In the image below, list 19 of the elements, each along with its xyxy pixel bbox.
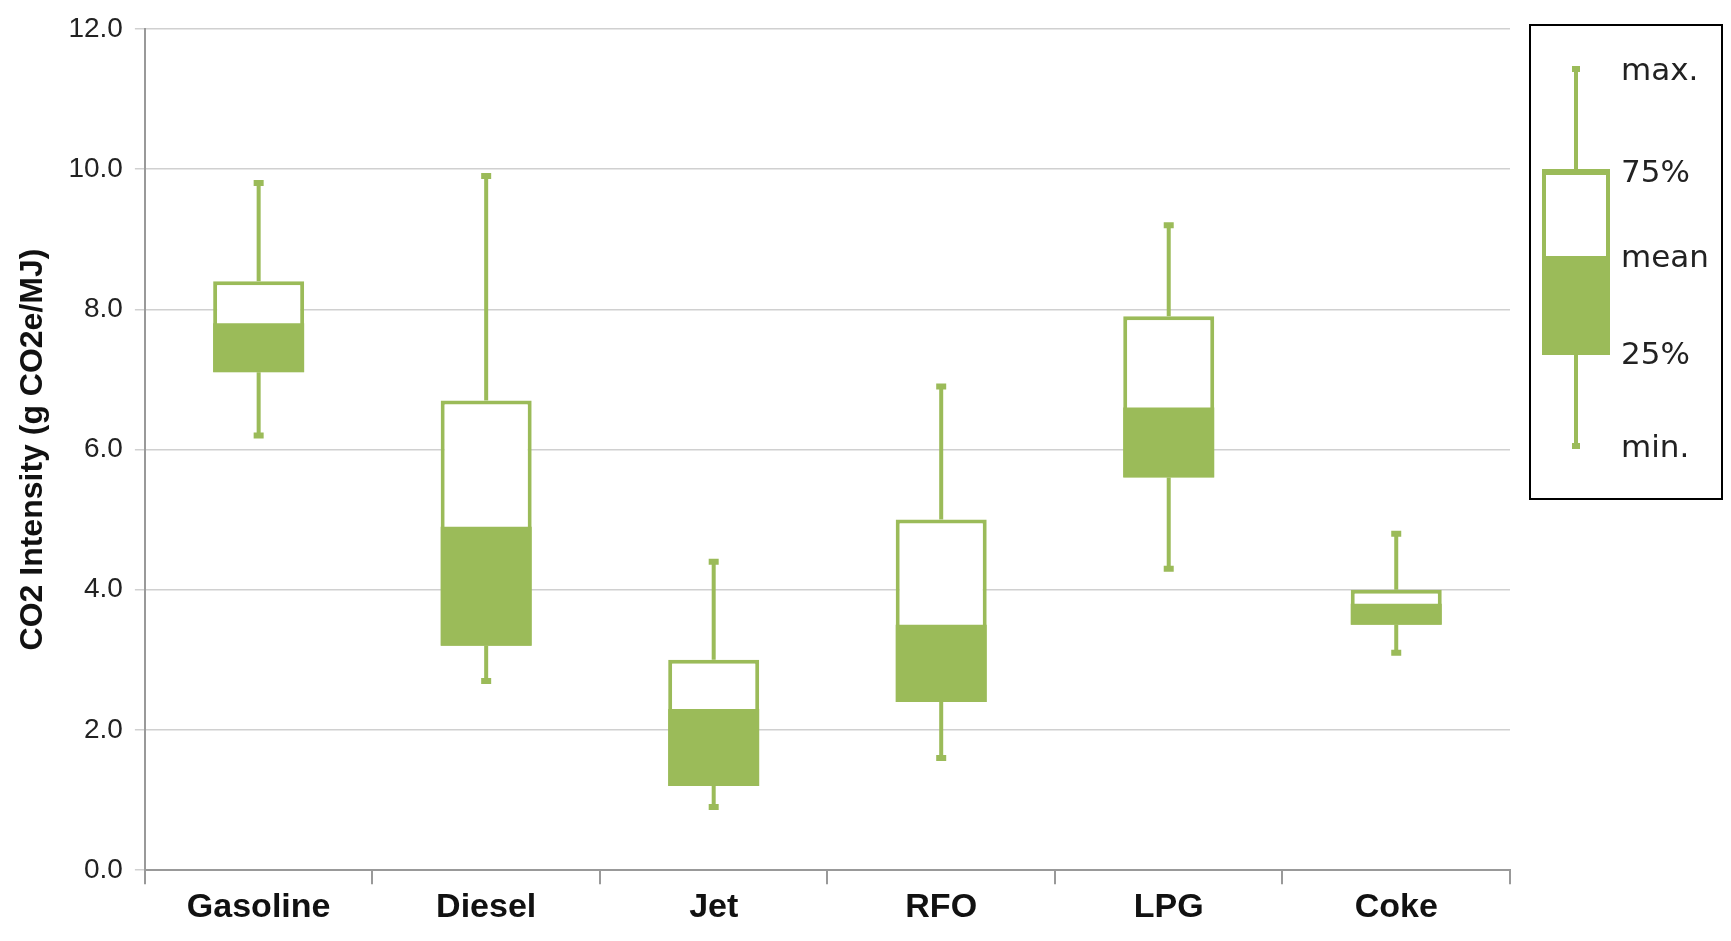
text: max. [1621, 51, 1699, 87]
text: 25% [1621, 335, 1690, 371]
y-tick-label: 6.0 [83, 432, 123, 464]
x-tick-label: RFO [905, 885, 978, 924]
text: mean [1621, 238, 1709, 274]
x-tick-label: Coke [1354, 885, 1438, 924]
y-tick-label: 12.0 [68, 11, 123, 43]
x-tick-label: Gasoline [186, 885, 331, 924]
x-tick-label: Diesel [436, 885, 537, 924]
x-tick-label: Jet [689, 885, 739, 924]
y-tick-label: 10.0 [68, 151, 123, 183]
text: 75% [1621, 153, 1690, 189]
y-tick-label: 4.0 [83, 572, 123, 604]
text: min. [1621, 428, 1690, 464]
y-tick-label: 2.0 [83, 712, 123, 744]
y-axis-title: CO2 Intensity (g CO2e/MJ) [13, 248, 50, 651]
y-tick-label: 0.0 [83, 852, 123, 884]
y-tick-label: 8.0 [83, 291, 123, 323]
x-tick-label: LPG [1133, 885, 1204, 924]
